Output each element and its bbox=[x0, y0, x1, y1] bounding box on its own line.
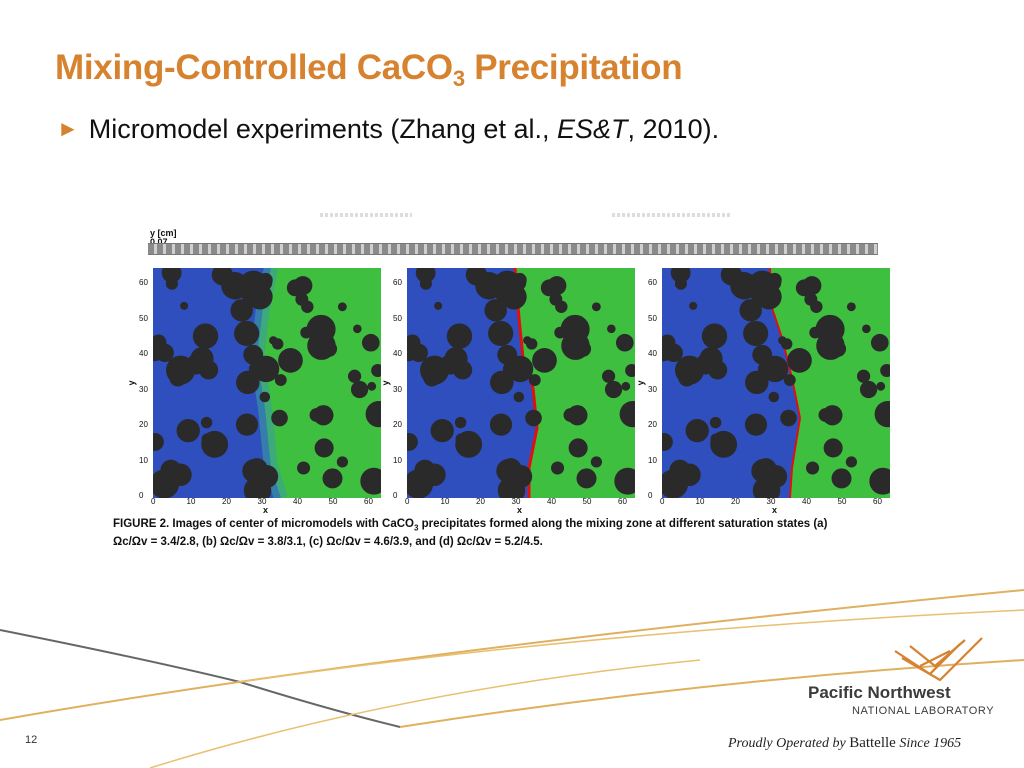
y-tick-label: 0 bbox=[393, 491, 398, 500]
x-tick-label: 0 bbox=[405, 497, 410, 506]
x-tick-label: 60 bbox=[618, 497, 627, 506]
y-tick-label: 0 bbox=[139, 491, 144, 500]
y-tick-label: 40 bbox=[139, 349, 148, 358]
x-tick-label: 0 bbox=[660, 497, 665, 506]
x-tick-label: 10 bbox=[186, 497, 196, 506]
x-axis-label: x bbox=[263, 505, 269, 515]
x-tick-label: 50 bbox=[837, 497, 847, 506]
x-tick-label: 10 bbox=[440, 497, 450, 506]
x-tick-label: 50 bbox=[328, 497, 338, 506]
page-number: 12 bbox=[25, 734, 38, 746]
x-tick-label: 60 bbox=[364, 497, 373, 506]
strip-image bbox=[148, 243, 878, 255]
faded-label bbox=[612, 213, 730, 217]
y-tick-label: 40 bbox=[648, 349, 657, 358]
x-tick-label: 30 bbox=[511, 497, 521, 506]
x-tick-label: 40 bbox=[547, 497, 556, 506]
journal-name: ES&T bbox=[556, 114, 628, 144]
y-axis-label: y bbox=[126, 380, 137, 386]
org-subtitle: NATIONAL LABORATORY bbox=[852, 705, 995, 717]
y-tick-label: 30 bbox=[393, 384, 402, 394]
org-name: Pacific Northwest bbox=[808, 683, 951, 702]
y-tick-label: 20 bbox=[648, 420, 657, 429]
y-tick-label: 10 bbox=[139, 455, 148, 465]
top-axis-label: y [cm] 0.07 bbox=[150, 228, 177, 247]
y-tick-label: 0 bbox=[648, 491, 653, 500]
slide-title: Mixing-Controlled CaCO3 Precipitation bbox=[55, 48, 683, 91]
micromodel-panel-2 bbox=[407, 268, 635, 498]
x-tick-label: 30 bbox=[766, 497, 776, 506]
y-tick-label: 10 bbox=[393, 455, 402, 465]
bullet-arrow-icon: ► bbox=[57, 116, 79, 141]
y-tick-label: 60 bbox=[139, 278, 148, 287]
y-tick-label: 20 bbox=[139, 420, 148, 429]
y-tick-label: 20 bbox=[393, 420, 402, 429]
y-axis-label: y bbox=[380, 380, 391, 386]
x-tick-label: 20 bbox=[476, 497, 485, 506]
y-tick-label: 30 bbox=[139, 384, 148, 394]
x-tick-label: 20 bbox=[222, 497, 231, 506]
pnnl-logo-icon bbox=[894, 637, 983, 682]
y-axis-label: y bbox=[635, 380, 646, 386]
y-tick-label: 50 bbox=[393, 313, 402, 323]
y-tick-label: 50 bbox=[648, 313, 657, 323]
title-subscript: 3 bbox=[452, 66, 465, 91]
figure-caption: FIGURE 2. Images of center of micromodel… bbox=[113, 518, 828, 549]
x-tick-label: 50 bbox=[582, 497, 592, 506]
y-tick-label: 50 bbox=[139, 313, 148, 323]
y-tick-label: 10 bbox=[648, 455, 657, 465]
x-tick-label: 40 bbox=[802, 497, 811, 506]
y-tick-label: 30 bbox=[648, 384, 657, 394]
y-tick-label: 60 bbox=[393, 278, 402, 287]
x-tick-label: 60 bbox=[873, 497, 882, 506]
x-axis-label: x bbox=[772, 505, 778, 515]
bullet-item: ► Micromodel experiments (Zhang et al., E… bbox=[57, 114, 720, 144]
x-tick-label: 10 bbox=[695, 497, 705, 506]
tagline: Proudly Operated by Battelle Since 1965 bbox=[728, 735, 962, 751]
x-tick-label: 0 bbox=[151, 497, 156, 506]
faded-label bbox=[320, 213, 412, 217]
y-tick-label: 40 bbox=[393, 349, 402, 358]
x-tick-label: 30 bbox=[257, 497, 267, 506]
x-tick-label: 40 bbox=[293, 497, 302, 506]
x-tick-label: 20 bbox=[731, 497, 740, 506]
micromodel-panel-1 bbox=[153, 268, 381, 498]
y-tick-label: 60 bbox=[648, 278, 657, 287]
micromodel-panel-3 bbox=[662, 268, 890, 498]
x-axis-label: x bbox=[517, 505, 523, 515]
decorative-swoosh bbox=[0, 589, 1024, 768]
